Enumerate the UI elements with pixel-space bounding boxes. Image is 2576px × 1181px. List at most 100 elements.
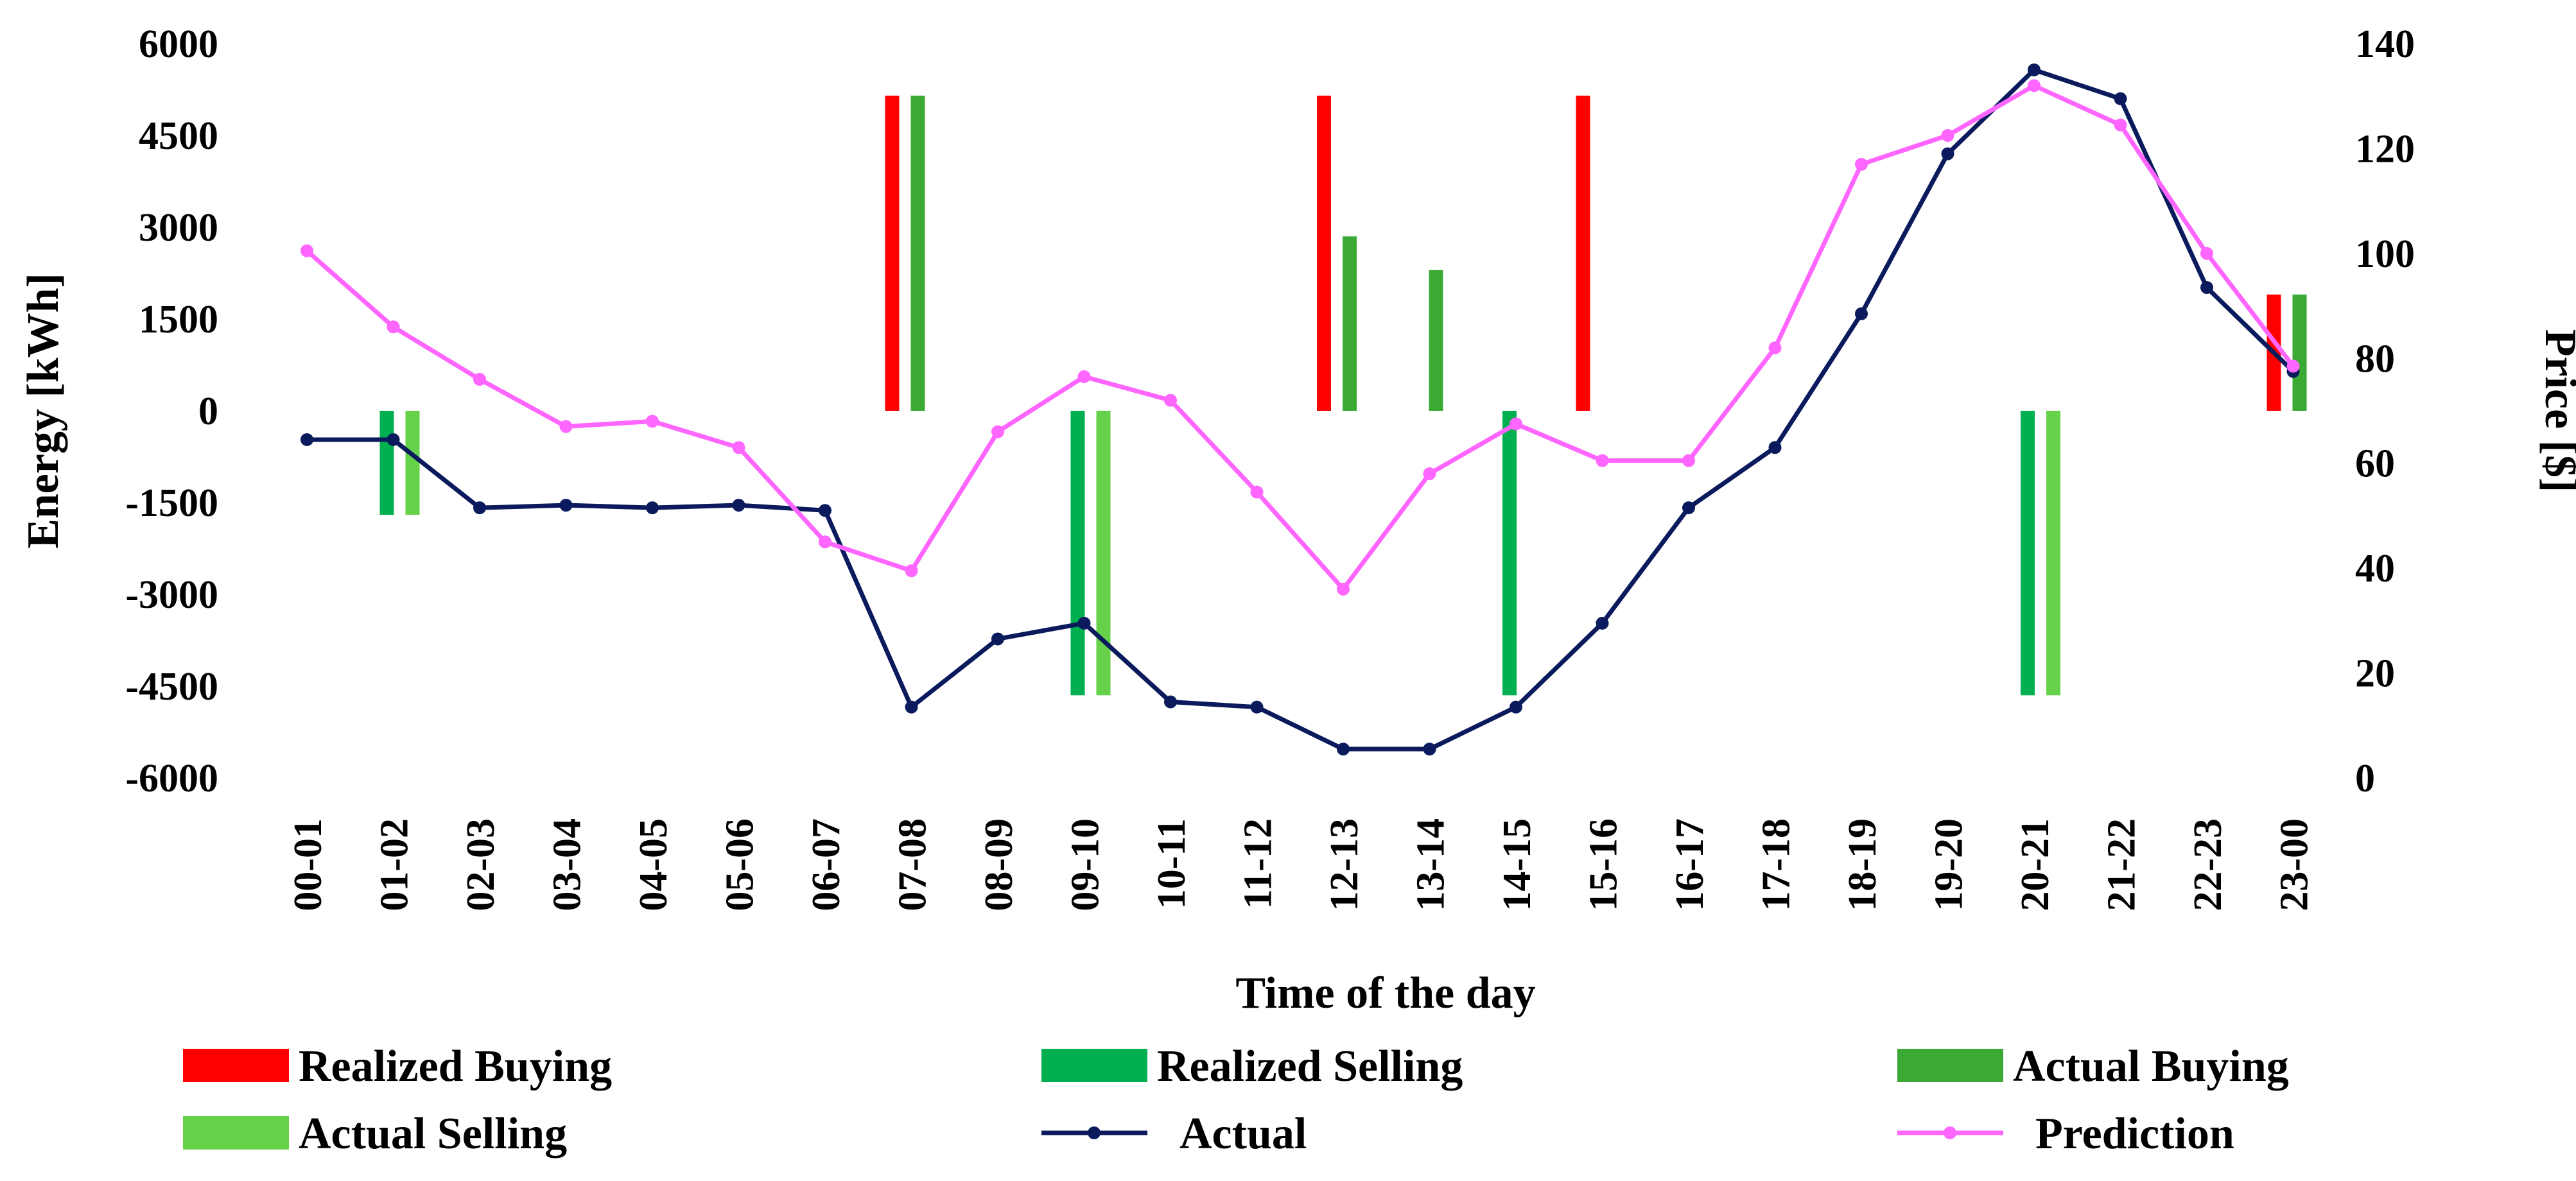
legend-item-actual-buying: Actual Buying — [1897, 1042, 2289, 1091]
point-actual — [2028, 63, 2041, 76]
bar-realized-buying — [885, 96, 900, 411]
legend-item-prediction: Prediction — [1897, 1109, 2234, 1159]
y-tick-label: 4500 — [139, 114, 218, 158]
y2-axis-title: Price [$] — [2536, 329, 2576, 493]
y-tick-label: 1500 — [139, 298, 218, 341]
legend-swatch — [1041, 1049, 1147, 1082]
bar-actual-buying — [910, 96, 925, 411]
point-actual — [905, 700, 918, 714]
point-prediction — [2286, 359, 2300, 373]
bar-layer — [379, 96, 2307, 696]
x-tick-label: 00-01 — [286, 818, 330, 911]
bar-actual-buying — [1429, 270, 1443, 411]
x-tick-label: 19-20 — [1928, 818, 1971, 911]
right-axis-ticks: 140 120 100 80 60 40 20 0 — [2355, 22, 2415, 800]
point-actual — [1250, 700, 1264, 714]
point-prediction — [559, 420, 573, 433]
point-actual — [1855, 307, 1868, 320]
legend-marker — [1088, 1126, 1101, 1139]
line-prediction — [305, 83, 2295, 592]
point-actual — [559, 499, 573, 512]
x-tick-label: 06-07 — [805, 818, 848, 911]
y-tick-label: 3000 — [139, 206, 218, 250]
legend-item-realized-buying: Realized Buying — [183, 1042, 612, 1091]
x-axis-ticks: 00-01 01-02 02-03 03-04 04-05 05-06 06-07 07-08… — [286, 818, 2317, 911]
legend-swatch — [183, 1116, 289, 1150]
point-actual — [1596, 616, 1609, 630]
point-actual — [819, 504, 831, 517]
y2-tick-label: 60 — [2355, 442, 2395, 486]
x-axis-title: Time of the day — [1235, 969, 1535, 1018]
point-prediction — [732, 441, 745, 454]
line-layer — [300, 63, 2300, 756]
point-actual — [646, 501, 659, 515]
y2-tick-label: 100 — [2355, 232, 2415, 276]
point-actual — [300, 433, 313, 446]
legend-swatch — [1897, 1049, 2003, 1082]
x-tick-label: 01-02 — [373, 818, 417, 911]
bar-realized-buying — [1576, 96, 1590, 411]
legend-item-actual: Actual — [1041, 1109, 1307, 1159]
point-prediction — [819, 535, 831, 549]
x-tick-label: 16-17 — [1668, 818, 1712, 911]
point-actual — [473, 501, 486, 515]
point-actual — [732, 499, 745, 512]
y2-tick-label: 140 — [2355, 22, 2415, 66]
point-prediction — [1077, 370, 1091, 383]
x-tick-label: 13-14 — [1409, 818, 1453, 911]
x-tick-label: 08-09 — [977, 818, 1021, 911]
point-prediction — [2114, 118, 2127, 132]
point-actual — [991, 632, 1004, 646]
bar-actual-buying — [1343, 236, 1357, 411]
y2-tick-label: 20 — [2355, 652, 2395, 696]
point-prediction — [1682, 454, 1695, 467]
bar-realized-buying — [1317, 96, 1331, 411]
point-actual — [1077, 616, 1091, 630]
point-prediction — [1596, 454, 1609, 467]
legend-label: Realized Buying — [299, 1042, 612, 1091]
legend-label: Actual Selling — [299, 1109, 567, 1159]
bar-actual-buying — [2292, 294, 2307, 411]
point-prediction — [1250, 485, 1264, 499]
y-tick-label: 0 — [198, 390, 218, 433]
point-prediction — [473, 372, 486, 386]
point-prediction — [300, 244, 313, 257]
point-actual — [1423, 743, 1436, 756]
bar-actual-selling — [405, 411, 420, 515]
legend-item-realized-selling: Realized Selling — [1041, 1042, 1463, 1091]
x-tick-label: 17-18 — [1755, 818, 1798, 911]
x-tick-label: 07-08 — [891, 818, 935, 911]
point-prediction — [387, 320, 400, 334]
x-tick-label: 12-13 — [1323, 818, 1366, 911]
legend: Realized Buying Realized Selling Actual Bu… — [183, 1042, 2289, 1159]
x-tick-label: 20-21 — [2014, 818, 2057, 911]
point-prediction — [1941, 129, 1954, 142]
y-tick-label: 6000 — [139, 22, 218, 66]
y-tick-label: -3000 — [125, 573, 218, 617]
point-prediction — [2028, 79, 2041, 92]
legend-swatch — [183, 1049, 289, 1082]
x-tick-label: 14-15 — [1495, 818, 1539, 911]
bar-actual-selling — [1096, 411, 1111, 696]
x-tick-label: 05-06 — [718, 818, 762, 911]
point-prediction — [646, 415, 659, 428]
y2-tick-label: 120 — [2355, 127, 2415, 171]
y2-tick-label: 80 — [2355, 337, 2395, 381]
point-actual — [1337, 743, 1350, 756]
y2-tick-label: 0 — [2355, 757, 2375, 800]
point-actual — [1941, 147, 1954, 160]
x-tick-label: 18-19 — [1841, 818, 1884, 911]
bar-realized-selling — [1502, 411, 1517, 696]
x-tick-label: 23-00 — [2273, 818, 2317, 911]
point-prediction — [1855, 157, 1868, 171]
x-tick-label: 03-04 — [546, 818, 589, 911]
x-tick-label: 09-10 — [1064, 818, 1108, 911]
x-tick-label: 22-23 — [2186, 818, 2230, 911]
legend-item-actual-selling: Actual Selling — [183, 1109, 567, 1159]
point-actual — [1682, 501, 1695, 515]
point-actual — [2200, 280, 2213, 294]
bar-actual-selling — [2046, 411, 2060, 696]
point-actual — [1164, 695, 1177, 709]
point-actual — [1768, 441, 1782, 454]
point-actual — [2114, 92, 2127, 105]
